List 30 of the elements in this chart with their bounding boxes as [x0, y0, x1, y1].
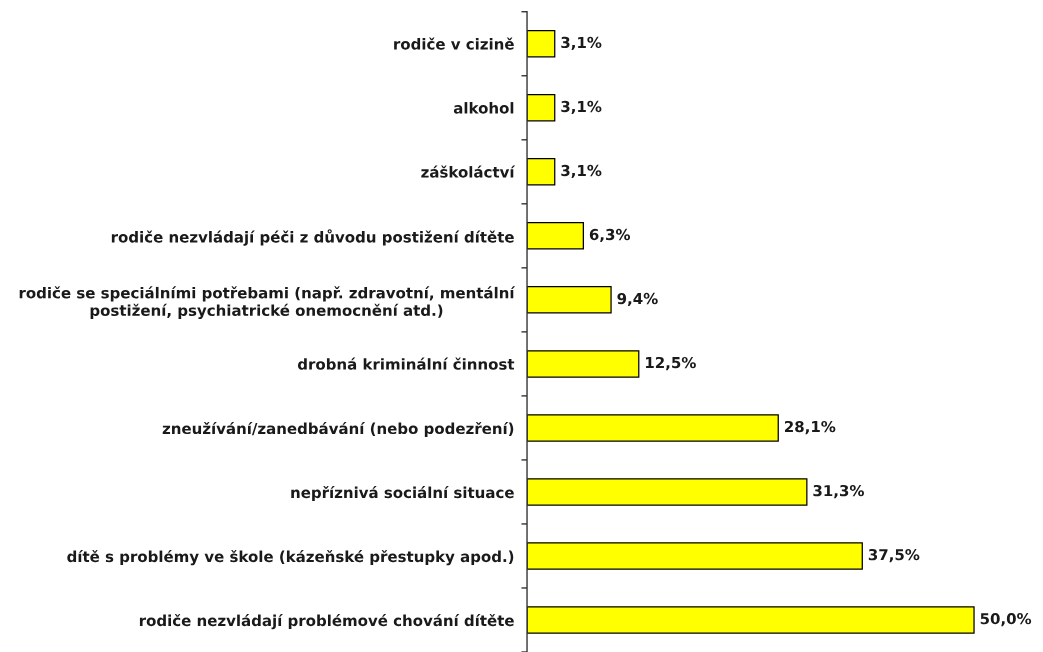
data-label: 6,3% — [589, 228, 631, 243]
data-label: 3,1% — [561, 36, 602, 51]
data-label: 9,4% — [617, 292, 658, 307]
data-label: 50,0% — [980, 612, 1032, 627]
y-tick-label: rodiče nezvládají péči z důvodu postižení dítěte — [111, 229, 514, 246]
y-tick-label: rodiče se speciálními potřebami (např. zdravotní, mentální postižení, psychiatrické onemocnění atd.) — [19, 286, 516, 320]
y-tick-label: drobná kriminální činnost — [297, 357, 515, 370]
bar — [527, 94, 556, 122]
y-tick-label: zneužívání/zanedbávání (nebo podezření) — [162, 421, 514, 438]
bar — [527, 222, 584, 250]
y-tick-label: nepříznivá sociální situace — [291, 485, 514, 502]
bar — [527, 29, 556, 58]
y-tick-label: dítě s problémy ve škole (kázeňské přestupky apod.) — [67, 549, 514, 566]
data-label: 28,1% — [784, 420, 836, 435]
y-tick-label: rodiče nezvládají problémové chování dítěte — [139, 613, 514, 630]
bar — [527, 286, 612, 314]
y-tick-label: záškoláctví — [421, 165, 516, 178]
bar — [527, 414, 779, 442]
y-tick-label: rodiče v cizině — [394, 37, 514, 50]
y-tick-label: alkohol — [453, 102, 514, 114]
data-label: 31,3% — [813, 484, 864, 499]
bar — [527, 478, 808, 506]
bar — [527, 158, 556, 186]
bar — [527, 542, 863, 570]
bar — [527, 606, 975, 634]
data-label: 3,1% — [561, 100, 602, 115]
bar — [527, 350, 640, 378]
data-label: 3,1% — [561, 164, 602, 179]
data-label: 12,5% — [646, 356, 696, 371]
data-label: 37,5% — [868, 548, 920, 563]
